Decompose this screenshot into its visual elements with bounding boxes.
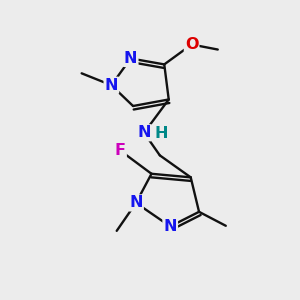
Text: F: F <box>115 143 126 158</box>
Text: N: N <box>129 195 143 210</box>
Text: N: N <box>164 219 177 234</box>
Text: O: O <box>185 37 198 52</box>
Text: N: N <box>124 51 137 66</box>
Text: H: H <box>154 126 168 141</box>
Text: N: N <box>137 125 151 140</box>
Text: N: N <box>105 78 118 93</box>
